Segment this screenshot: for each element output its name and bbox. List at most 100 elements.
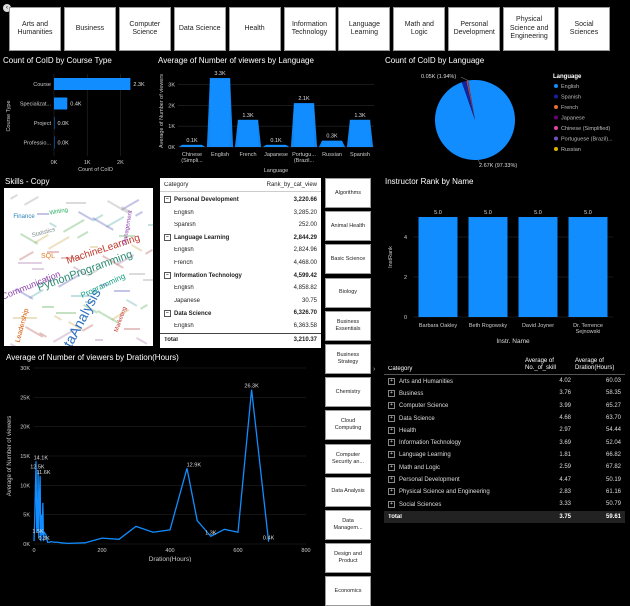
wordcloud-texture [115, 253, 135, 266]
lang-category-label: English [211, 152, 229, 158]
category-tile[interactable]: Physical Science and Engineering [503, 7, 556, 51]
category-tile[interactable]: Arts and Humanities [9, 7, 61, 51]
scroll-right-icon[interactable]: › [373, 366, 376, 373]
ctable-duration-value: 52.04 [605, 439, 621, 446]
ctable-row[interactable]: + Business 3.76 58.35 [384, 387, 625, 399]
subject-tile[interactable]: Algorithms [325, 178, 371, 208]
category-tile[interactable]: Data Science [173, 7, 226, 51]
subject-tile[interactable]: Data Analysis [325, 476, 371, 507]
category-tile[interactable]: Language Learning [338, 7, 391, 51]
wordcloud-panel: Skills - Copy DataAnalysis PythonProgramm… [2, 177, 155, 349]
ctable-skill-value: 2.59 [559, 464, 571, 471]
dur-data-label: 0.3K [39, 536, 51, 542]
wordcloud-texture [63, 219, 85, 233]
category-tile[interactable]: Computer Science [118, 7, 171, 51]
lang-category-label: Russian [322, 152, 342, 158]
wordcloud-texture [42, 306, 54, 308]
lang-bar [209, 78, 231, 147]
ctable-row[interactable]: + Physical Science and Engineering 2.83 61.… [384, 486, 625, 498]
subject-tile[interactable]: Biology [325, 277, 371, 308]
dur-data-label: 26.3K [244, 384, 259, 390]
dur-data-label: 14.1K [34, 455, 49, 461]
ctable-category-text: Social Sciences [399, 501, 442, 508]
category-tile[interactable]: Information Technology [283, 7, 336, 51]
language-chart: 0K 1K 2K 3K 0.1K Chinese (Simpli... 3.3K English… [159, 71, 374, 174]
matrix-group-row[interactable]: − Personal Development 3,220.66 [160, 194, 321, 206]
slicer-back-icon[interactable]: ‹ [3, 4, 11, 12]
subject-tile[interactable]: Computer Security an... [325, 443, 371, 474]
subject-tile[interactable]: Animal Health [325, 211, 371, 242]
dur-data-label: 1.3K [205, 530, 217, 536]
pie-chart: 0.05K (1.94%) 2.67K (97.33%) Language Engli… [421, 74, 613, 169]
matrix-group-row[interactable]: − Data Science 6,326.70 [160, 307, 321, 319]
wordcloud-texture [18, 262, 42, 264]
category-tile[interactable]: Health [228, 7, 281, 51]
collapse-icon[interactable]: − [164, 196, 171, 204]
wordcloud-texture [54, 315, 62, 321]
expand-icon[interactable]: + [388, 414, 395, 422]
inst-ytick: 0 [404, 315, 407, 321]
expand-icon[interactable]: + [388, 451, 395, 459]
category-tile[interactable]: Social Sciences [558, 7, 610, 51]
expand-icon[interactable]: + [388, 439, 395, 447]
matrix-row-value: 252.00 [298, 222, 317, 229]
expand-icon[interactable]: + [388, 463, 395, 471]
category-tile[interactable]: Personal Development [448, 7, 501, 51]
ctable-category: + Health [384, 426, 525, 434]
ctable-row[interactable]: + Computer Science 3.99 65.27 [384, 400, 625, 412]
wordcloud-texture [34, 234, 49, 244]
matrix-row-text: Japanese [174, 297, 201, 304]
subject-tile[interactable]: Chemistry [325, 377, 371, 408]
subject-tile[interactable]: Basic Science [325, 244, 371, 275]
expand-icon[interactable]: + [388, 500, 395, 508]
ctable-duration-value: 50.79 [605, 501, 621, 508]
ctable-row[interactable]: + Language Learning 1.81 66.82 [384, 449, 625, 461]
expand-icon[interactable]: + [388, 488, 395, 496]
collapse-icon[interactable]: − [164, 309, 171, 317]
expand-icon[interactable]: + [388, 426, 395, 434]
ctable-category-text: Language Learning [399, 452, 451, 459]
dur-xtick: 0 [32, 548, 35, 554]
inst-data-label: 5.0 [534, 210, 542, 216]
matrix-group-row[interactable]: − Information Technology 4,599.42 [160, 270, 321, 282]
matrix-child-row: English 4,858.82 [160, 282, 321, 294]
expand-icon[interactable]: + [388, 377, 395, 385]
ctable-category: + Physical Science and Engineering [384, 488, 525, 495]
duration-panel: Average of Number of viewers by Dration(… [2, 352, 320, 562]
lang-bar [237, 119, 259, 147]
subject-tile[interactable]: Business Essentials [325, 310, 371, 341]
subject-tile[interactable]: Business Strategy [325, 344, 371, 374]
expand-icon[interactable]: + [388, 389, 395, 397]
subject-tile[interactable]: Cloud Computing [325, 410, 371, 441]
lang-data-label: 1.3K [354, 113, 366, 119]
dur-line [33, 389, 270, 545]
dur-xtick: 200 [97, 548, 106, 554]
subject-tile[interactable]: Data Managem... [325, 510, 371, 540]
ctable-row[interactable]: + Information Technology 3.69 52.04 [384, 437, 625, 449]
dur-xtick: 600 [233, 548, 242, 554]
collapse-icon[interactable]: − [164, 234, 171, 242]
ctable-row[interactable]: + Health 2.97 54.44 [384, 424, 625, 436]
course-data-label: 2.3K [133, 82, 145, 88]
ctable-row[interactable]: + Arts and Humanities 4.02 60.03 [384, 375, 625, 387]
course-ylabel: Course Type [6, 100, 12, 131]
category-tile[interactable]: Math and Logic [393, 7, 446, 51]
wordcloud-texture [13, 317, 37, 319]
ctable-row[interactable]: + Data Science 4.68 63.70 [384, 412, 625, 424]
ctable-header: Category Average of No._of_skill Average… [384, 350, 625, 375]
dur-ytick: 0K [23, 542, 30, 548]
expand-icon[interactable]: + [388, 402, 395, 410]
ctable-row[interactable]: + Personal Development 4.47 50.19 [384, 473, 625, 485]
collapse-icon[interactable]: − [164, 272, 171, 280]
category-tile[interactable]: Business [63, 7, 116, 51]
ctable-row[interactable]: + Social Sciences 3.33 50.79 [384, 498, 625, 510]
matrix-row-text: Information Technology [174, 273, 242, 280]
ctable-row[interactable]: + Math and Logic 2.59 67.82 [384, 461, 625, 473]
expand-icon[interactable]: + [388, 476, 395, 484]
lang-category-label: French [239, 152, 256, 158]
subject-tile[interactable]: Design and Product [325, 543, 371, 574]
dur-ytick: 30K [20, 366, 30, 372]
ctable-category: + Information Technology [384, 439, 525, 446]
matrix-group-row[interactable]: − Language Learning 2,844.29 [160, 232, 321, 244]
subject-tile[interactable]: Economics [325, 576, 371, 606]
